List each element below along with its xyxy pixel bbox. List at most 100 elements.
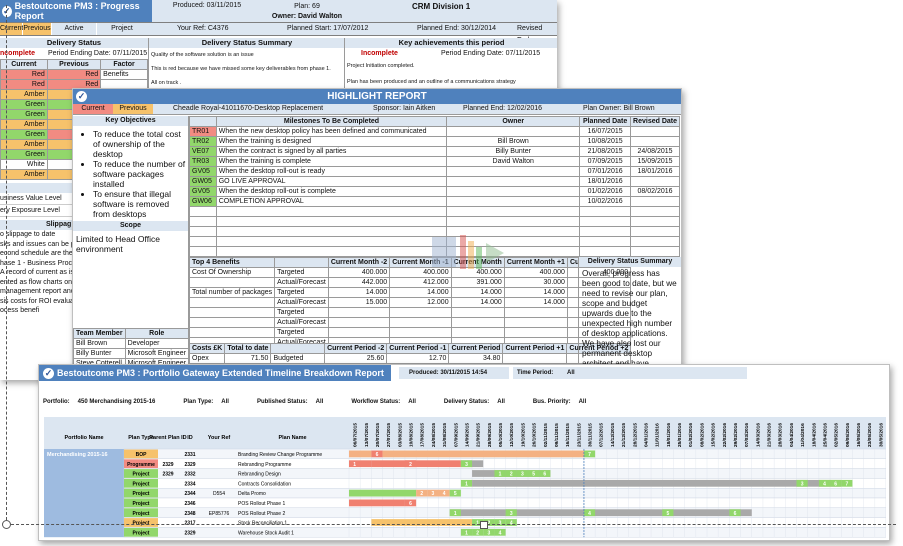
tab-current[interactable]: Current: [73, 104, 113, 114]
timeline-name-text: POS Rollout Phase 1: [238, 501, 285, 507]
milestone-planned-date: 10/02/2016: [579, 196, 632, 207]
top4-benefits-header: Top 4 Benefits: [188, 257, 276, 268]
timeline-bar: [404, 460, 417, 468]
progress-report-header: ✓ Bestoutcome PM3 : Progress Report Prod…: [0, 0, 557, 23]
filter-item[interactable]: Portfolio: 450 Merchandising 2015-16: [43, 399, 155, 405]
delivery-summary-title: Delivery Status Summary: [149, 38, 345, 48]
milestone-row: TR03 When the training is complete David W…: [189, 156, 680, 167]
cost-value: 12.70: [386, 353, 450, 364]
team-member-role: Developer: [124, 338, 189, 349]
filter-label: Delivery Status:: [443, 399, 490, 405]
filter-item[interactable]: Delivery Status: All: [444, 399, 505, 405]
timeline-bar-label: 3: [510, 511, 513, 517]
timeline-bar-label: 6: [409, 501, 412, 507]
timeline-bar: [449, 509, 752, 517]
tab-active[interactable]: Active: [52, 23, 96, 35]
filter-item[interactable]: Bus. Priority: All: [533, 399, 586, 405]
timeline-id-text: 2317: [184, 521, 195, 527]
timeline-date-label: 15/02/2016: [711, 423, 717, 447]
filter-item[interactable]: Plan Type: All: [183, 399, 229, 405]
milestone-text: GO LIVE APPROVAL: [215, 176, 448, 187]
selection-handle[interactable]: [480, 521, 488, 529]
slippage-note: ented as flow charts on MS: [0, 278, 85, 286]
selection-handle[interactable]: [2, 520, 11, 529]
filter-bar: Portfolio: 450 Merchandising 2015-16 Plan …: [39, 395, 889, 409]
milestone-text: When the new desktop policy has been def…: [215, 126, 448, 137]
key-objectives-panel: Key Objectives To reduce the total cost …: [73, 116, 189, 380]
timeline-name-text: Stock Reconciliation 1: [238, 521, 287, 527]
timeline-bar-label: 2: [476, 530, 479, 536]
benefit-row: Targeted: [188, 307, 632, 318]
tab-previous[interactable]: Previous: [23, 23, 51, 35]
timeline-date-label: 21/03/2016: [767, 423, 773, 447]
filter-item[interactable]: Workflow Status: All: [351, 399, 416, 405]
milestone-owner: [446, 166, 581, 177]
timeline-bar-label: 6: [376, 452, 379, 458]
timeline-bar: [404, 499, 417, 507]
timeline-bar: [472, 528, 484, 536]
timeline-bar-label: 6: [734, 511, 737, 517]
timeline-bar-label: 4: [510, 521, 513, 527]
timeline-date-label: 26/10/2015: [532, 423, 538, 447]
filter-label: Workflow Status:: [351, 399, 401, 405]
timeline-bar: [662, 509, 674, 517]
period-header: Current Period: [448, 343, 504, 354]
milestone-owner: [446, 196, 581, 207]
rag-current-cell: Red: [0, 79, 48, 90]
slippage-note: ocess benefi: [0, 307, 40, 314]
tab-project[interactable]: Project: [97, 23, 147, 35]
revised-date-header: Revised Date: [630, 116, 680, 127]
timeline-date-label: 31/08/2015: [442, 423, 448, 447]
filter-item[interactable]: Published Status: All: [257, 399, 323, 405]
role-header: Role: [124, 328, 189, 339]
milestone-planned-date: 10/08/2015: [579, 136, 632, 147]
timeline-date-label: 27/07/2015: [386, 423, 392, 447]
chart-watermark-icon: [430, 231, 510, 276]
timeline-date-label: 04/04/2016: [789, 423, 795, 447]
period-header: Current Period +1: [502, 343, 568, 354]
rag-current-cell: Amber: [0, 169, 48, 180]
benefit-value: [327, 307, 391, 318]
rag-factor-cell: Benefits: [100, 69, 148, 80]
timeline-bar: [349, 499, 405, 507]
timeline-column-header: Plan Name: [278, 435, 306, 441]
timeline-parent-text: 2329: [162, 472, 173, 478]
tab-current[interactable]: Current: [0, 23, 23, 35]
benefit-row: Actual/Forecast 15.000 12.000 14.000 14.000: [188, 297, 632, 308]
timeline-bar-label: 5: [666, 511, 669, 517]
timeline-bar-label: 3: [499, 521, 502, 527]
timeline-date-label: 05/10/2015: [498, 423, 504, 447]
timeline-type-text: Project: [133, 481, 150, 487]
milestone-row: VE07 When the contract is signed by all p…: [189, 146, 680, 157]
milestones-header: Milestones To Be Completed: [215, 116, 448, 127]
benefit-value: [327, 317, 391, 328]
milestone-planned-date: 01/02/2016: [579, 186, 632, 197]
timeline-name-text: Rebranding Design: [238, 472, 281, 478]
timeline-bar-label: 1: [465, 530, 468, 536]
filter-value: All: [408, 399, 416, 405]
timeline-column-header: Your Ref: [208, 435, 231, 441]
timeline-bar: [349, 489, 417, 497]
timeline-date-label: 04/01/2016: [643, 423, 649, 447]
benefit-value: [450, 327, 505, 338]
slippage-notes: o slippage to date sks and issues can be …: [0, 230, 148, 316]
timeline-ref-text: EP85776: [209, 511, 230, 517]
timeline-date-label: 19/10/2015: [520, 423, 526, 447]
time-period-value[interactable]: All: [567, 367, 747, 379]
timeline-id-text: 2331: [184, 452, 195, 458]
timeline-bar: [349, 460, 372, 468]
timeline-bar-label: 4: [588, 511, 591, 517]
milestone-row: GV05 When the desktop roll-out is ready 07…: [189, 166, 680, 177]
portfolio-title-bar: ✓ Bestoutcome PM3 : Portfolio Gateway Ex…: [39, 365, 391, 381]
timeline-bar: [460, 479, 473, 487]
highlight-summary-panel: Delivery Status Summary Overall, progres…: [578, 257, 681, 381]
tab-previous[interactable]: Previous: [113, 104, 153, 114]
timeline-date-label: 22/02/2016: [722, 423, 728, 447]
timeline-date-label: 17/08/2015: [420, 423, 426, 447]
plan-owner: Plan Owner: Bill Brown: [583, 105, 655, 112]
rag-current-cell: Amber: [0, 89, 48, 100]
period-ending: Period Ending Date: 07/11/2015: [48, 50, 148, 57]
milestone-code: GV05: [189, 166, 217, 177]
progress-report-tabs: Current Previous Active Project Your Ref…: [0, 23, 557, 44]
